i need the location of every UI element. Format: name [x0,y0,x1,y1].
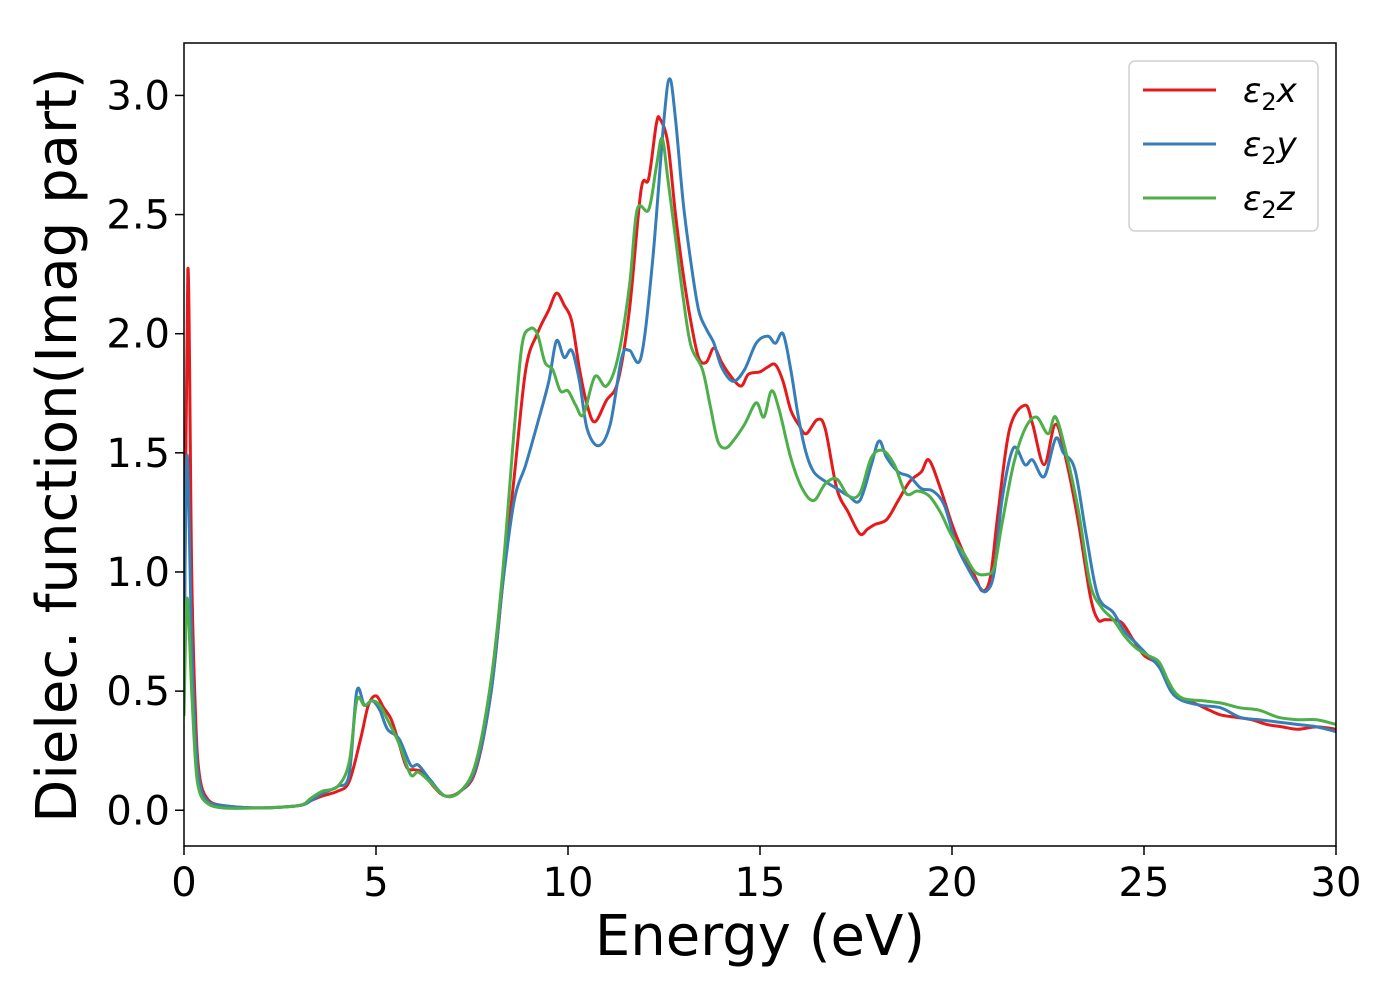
legend-symbol: ε [1243,179,1261,219]
legend-symbol: ε [1243,71,1261,111]
legend-subscript: 2 [1261,88,1276,116]
x-tick-label: 15 [735,860,786,906]
y-tick-label: 1.5 [106,431,170,477]
y-tick-label: 1.0 [106,550,170,596]
y-tick-label: 0.5 [106,669,170,715]
legend-component: x [1276,71,1298,111]
y-tick-label: 3.0 [106,73,170,119]
series-layer [184,77,1336,810]
x-axis: 0 5 10 15 20 25 30 [171,846,1361,906]
legend-subscript: 2 [1261,196,1276,224]
legend-box [1128,60,1319,232]
y-tick-label: 0.0 [106,788,170,834]
y-axis: 0.0 0.5 1.0 1.5 2.0 2.5 3.0 [106,73,184,834]
x-tick-label: 10 [543,860,594,906]
y-tick-label: 2.0 [106,312,170,358]
series-line-z [184,136,1336,810]
series-line-y [184,77,1336,810]
legend-component: z [1276,179,1296,219]
x-tick-label: 5 [363,860,388,906]
legend-label-y: ε2y [1243,125,1298,170]
legend-subscript: 2 [1261,142,1276,170]
x-tick-label: 0 [171,860,196,906]
y-tick-label: 2.5 [106,193,170,239]
x-axis-label: Energy (eV) [595,904,925,969]
x-tick-label: 25 [1119,860,1170,906]
legend-label-x: ε2x [1243,71,1298,116]
x-tick-label: 30 [1311,860,1362,906]
x-tick-label: 20 [927,860,978,906]
legend-component: y [1276,125,1298,165]
y-axis-label: Dielec. function(Imag part) [25,67,90,823]
legend-label-z: ε2z [1243,179,1296,224]
legend-symbol: ε [1243,125,1261,165]
